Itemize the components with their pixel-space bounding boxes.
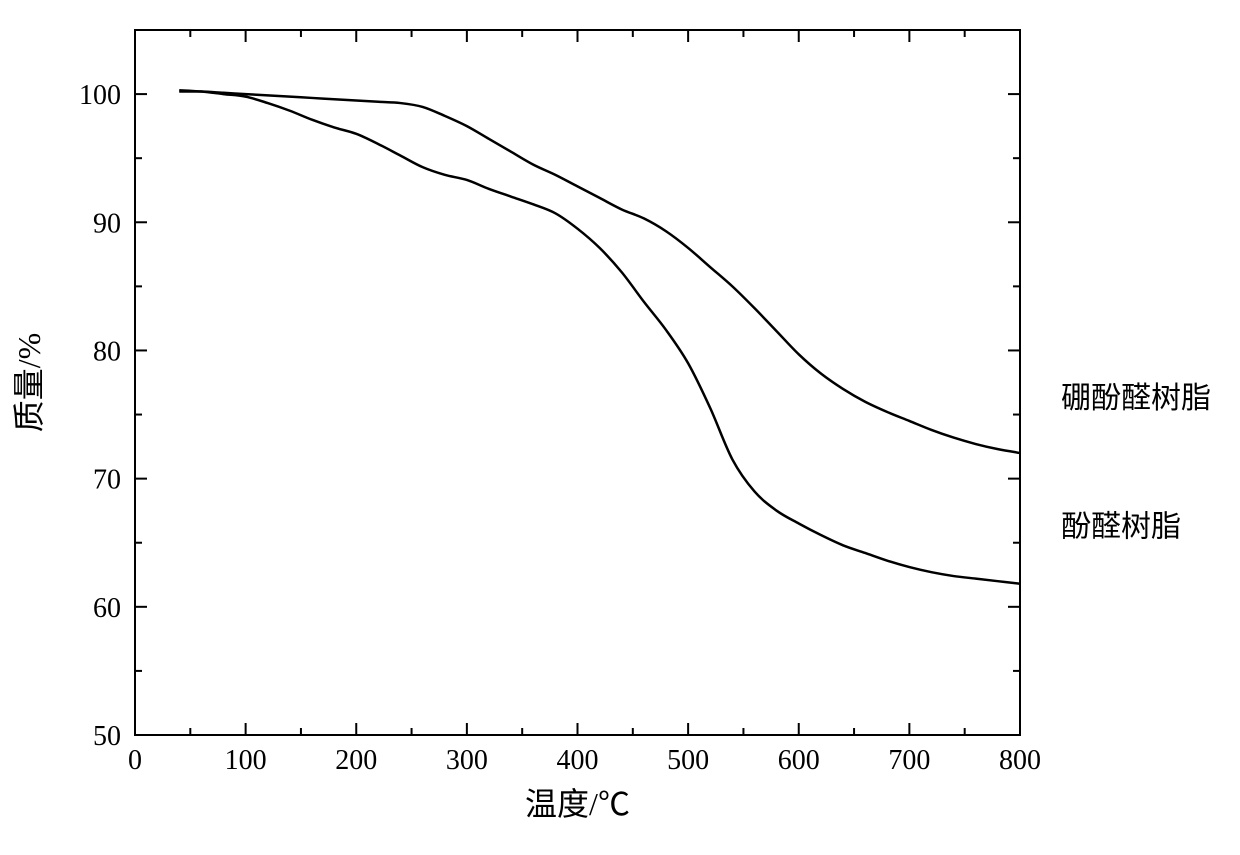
x-tick-label: 700 — [888, 745, 930, 776]
x-tick-label: 500 — [667, 745, 709, 776]
series-boron_phenolic — [179, 91, 1020, 453]
x-tick-label: 600 — [778, 745, 820, 776]
y-tick-label: 50 — [93, 721, 121, 752]
x-tick-label: 0 — [128, 745, 142, 776]
chart-svg: 0 100 200 300 400 500 600 700 800 50 60 70 80 90 100 温度… — [0, 0, 1240, 855]
x-tick-label: 800 — [999, 745, 1041, 776]
series-phenolic — [179, 90, 1020, 584]
x-tick-label: 400 — [557, 745, 599, 776]
series-label-phenolic: 酚醛树脂 — [1061, 510, 1181, 543]
x-tick-label: 100 — [225, 745, 267, 776]
series-label-boron_phenolic: 硼酚醛树脂 — [1061, 382, 1211, 415]
x-tick-label: 300 — [446, 745, 488, 776]
y-tick-label: 100 — [79, 80, 121, 111]
y-tick-label: 70 — [93, 465, 121, 496]
y-tick-label: 90 — [93, 208, 121, 239]
x-axis-title: 温度/℃ — [525, 786, 630, 822]
x-tick-label: 200 — [335, 745, 377, 776]
plot-frame — [135, 30, 1020, 735]
y-tick-label: 80 — [93, 336, 121, 367]
y-tick-label: 60 — [93, 593, 121, 624]
y-axis-title: 质量/% — [11, 333, 47, 433]
tga-chart: 0 100 200 300 400 500 600 700 800 50 60 70 80 90 100 温度… — [0, 0, 1240, 855]
